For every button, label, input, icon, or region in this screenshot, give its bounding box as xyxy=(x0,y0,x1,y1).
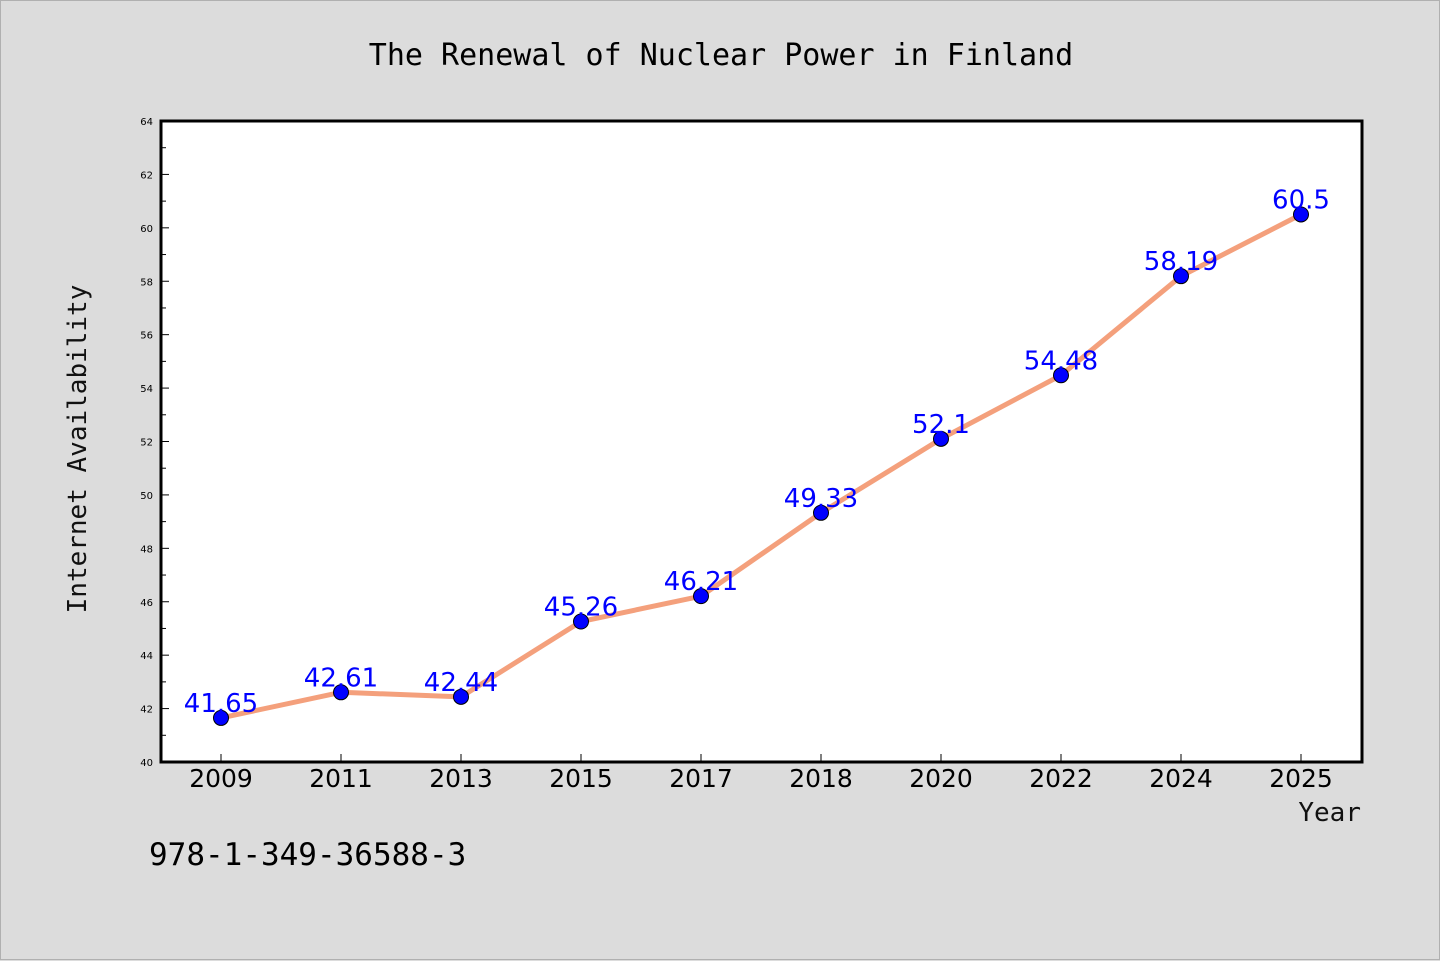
data-labels: 41.65 42.61 42.44 45.26 46.21 49.33 52.1 54.48 5… xyxy=(184,185,1330,718)
data-label: 42.61 xyxy=(304,663,378,693)
x-tick-label: 2011 xyxy=(309,764,373,793)
x-axis-title: Year xyxy=(1298,798,1361,828)
data-label: 58.19 xyxy=(1144,247,1218,277)
y-tick-label: 42 xyxy=(140,705,153,716)
y-tick-label: 44 xyxy=(140,651,153,662)
data-point xyxy=(813,504,829,521)
data-series xyxy=(213,206,1309,726)
data-point xyxy=(693,588,709,605)
x-tick-label: 2024 xyxy=(1149,764,1213,793)
x-tick-label: 2017 xyxy=(669,764,733,793)
plot-area xyxy=(159,119,1364,764)
y-tick-label: 60 xyxy=(140,224,153,235)
x-tick-label: 2020 xyxy=(909,764,973,793)
data-label: 52.1 xyxy=(912,410,970,440)
x-tick-label: 2009 xyxy=(189,764,253,793)
y-axis: 40 42 44 46 48 50 52 54 56 58 60 62 64 xyxy=(140,117,169,769)
y-tick-label: 58 xyxy=(140,277,153,288)
data-point xyxy=(1053,367,1069,384)
data-label: 49.33 xyxy=(784,484,858,514)
data-point xyxy=(1293,206,1309,223)
x-tick-label: 2025 xyxy=(1269,764,1333,793)
x-tick-label: 2018 xyxy=(789,764,853,793)
data-label: 60.5 xyxy=(1272,185,1330,215)
data-label: 46.21 xyxy=(664,567,738,597)
y-tick-label: 64 xyxy=(140,117,153,128)
y-tick-label: 52 xyxy=(140,438,153,449)
data-point xyxy=(213,709,229,726)
x-tick-label: 2013 xyxy=(429,764,493,793)
y-tick-label: 54 xyxy=(140,384,153,395)
data-point xyxy=(453,688,469,705)
data-label: 42.44 xyxy=(424,668,498,698)
data-point xyxy=(573,613,589,630)
data-label: 45.26 xyxy=(544,593,618,623)
y-tick-label: 62 xyxy=(140,170,153,181)
data-point xyxy=(333,684,349,701)
series-line xyxy=(218,211,1304,721)
data-point xyxy=(1173,268,1189,285)
chart-title: The Renewal of Nuclear Power in Finland xyxy=(369,38,1073,73)
y-tick-label: 56 xyxy=(140,331,153,342)
data-label: 54.48 xyxy=(1024,346,1098,376)
data-point xyxy=(933,430,949,447)
data-label: 41.65 xyxy=(184,689,258,719)
x-tick-label: 2022 xyxy=(1029,764,1093,793)
y-axis-title: Internet Availability xyxy=(63,285,93,614)
y-tick-label: 40 xyxy=(140,758,153,769)
y-tick-label: 46 xyxy=(140,598,153,609)
x-tick-label: 2015 xyxy=(549,764,613,793)
isbn-text: 978-1-349-36588-3 xyxy=(149,837,466,873)
x-axis: 2009 2011 2013 2015 2017 2018 2020 2022 2024 2025 xyxy=(189,754,1333,793)
y-tick-label: 48 xyxy=(140,544,153,555)
y-tick-label: 50 xyxy=(140,491,153,502)
